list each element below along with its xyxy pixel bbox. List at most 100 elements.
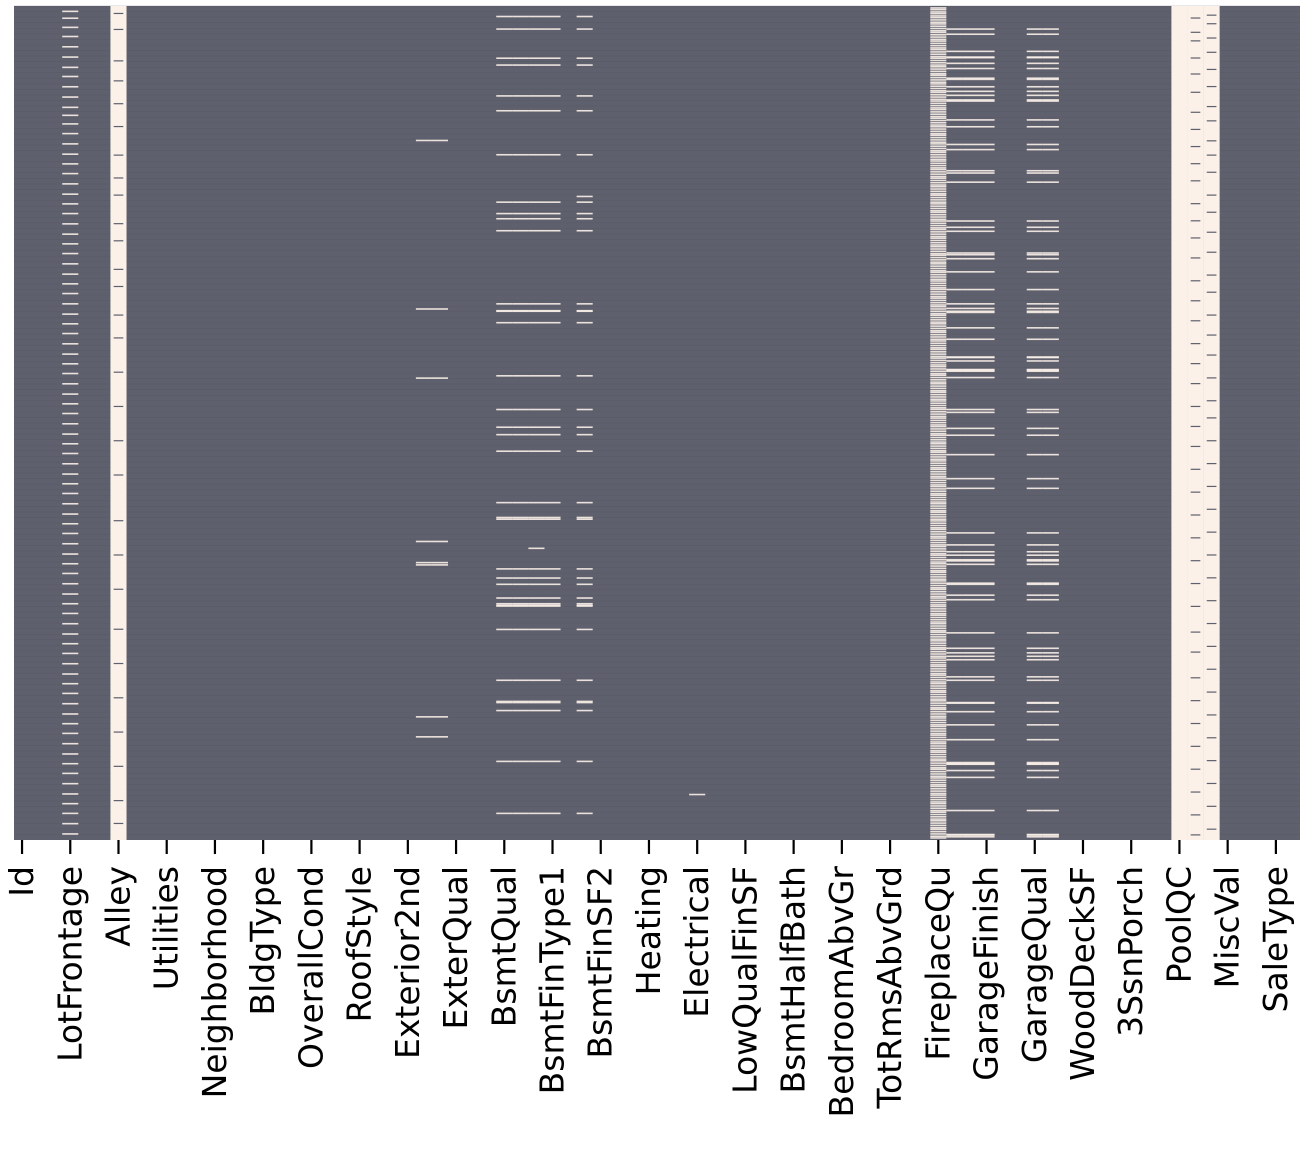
missing-cell: [930, 121, 947, 124]
present-cell: [1190, 280, 1201, 282]
missing-cell: [930, 108, 947, 111]
missing-cell: [1042, 99, 1059, 101]
missing-cell: [930, 488, 947, 490]
missing-cell: [1042, 62, 1059, 65]
missing-cell: [62, 713, 79, 715]
missing-cell: [528, 229, 545, 232]
missing-cell: [930, 85, 947, 88]
missing-cell: [62, 602, 79, 605]
missing-cell: [930, 784, 947, 786]
missing-cell: [930, 732, 947, 735]
missing-cell: [930, 55, 947, 58]
missing-cell: [576, 812, 593, 815]
present-cell: [113, 285, 124, 288]
missing-cell: [978, 181, 995, 183]
present-cell: [113, 371, 124, 373]
missing-cell: [512, 568, 529, 570]
missing-cell: [930, 595, 947, 598]
missing-cell: [496, 516, 513, 519]
missing-cell: [962, 67, 979, 70]
missing-cell: [512, 700, 529, 703]
missing-cell: [930, 501, 947, 503]
missing-cell: [930, 250, 947, 253]
missing-cell: [978, 655, 995, 658]
missing-cell: [1026, 427, 1043, 430]
missing-cell: [62, 702, 79, 705]
missing-cell: [930, 468, 947, 471]
missing-cell: [930, 462, 947, 465]
missing-cell: [930, 338, 947, 341]
missing-cell: [930, 381, 947, 383]
missing-cell: [496, 709, 513, 712]
missing-cell: [1042, 67, 1059, 70]
missing-cell: [576, 303, 593, 305]
column-MasVnrArea: [431, 139, 449, 738]
missing-cell: [930, 404, 947, 407]
missing-cell: [930, 134, 947, 137]
present-cell: [1206, 622, 1217, 625]
missing-cell: [930, 391, 947, 394]
present-cell: [113, 588, 124, 590]
missing-cell: [930, 111, 947, 113]
missing-cell: [962, 77, 979, 80]
missing-cell: [946, 632, 963, 634]
column-GarageType: [946, 28, 963, 838]
missing-cell: [1042, 271, 1059, 273]
missing-cell: [930, 263, 947, 265]
missing-cell: [930, 130, 947, 133]
missing-cell: [576, 57, 593, 60]
missing-cell: [1026, 598, 1043, 601]
missing-cell: [930, 835, 947, 838]
missing-cell: [930, 794, 947, 796]
missing-cell: [930, 93, 947, 96]
column-FireplaceQu: [930, 7, 947, 839]
missing-cell: [512, 583, 529, 586]
missing-cell: [978, 169, 995, 172]
missing-cell: [1042, 647, 1059, 650]
missing-cell: [544, 64, 561, 66]
missing-cell: [962, 834, 979, 836]
missing-cell: [978, 544, 995, 546]
missing-cell: [62, 462, 79, 465]
missing-cell: [962, 738, 979, 741]
missing-cell: [1042, 652, 1059, 654]
missing-cell: [930, 40, 947, 42]
missing-cell: [930, 816, 947, 818]
missing-cell: [930, 768, 947, 771]
missing-cell: [62, 35, 79, 38]
missing-cell: [930, 228, 947, 231]
x-tick-label: Electrical: [677, 866, 716, 1018]
missing-cell: [930, 490, 947, 493]
missing-cell: [930, 167, 947, 169]
missing-cell: [512, 501, 529, 504]
missing-cell: [62, 233, 79, 235]
missing-cell: [1042, 172, 1059, 174]
missing-cell: [946, 560, 963, 562]
missing-cell: [978, 100, 995, 102]
missing-cell: [930, 173, 947, 175]
missing-cell: [930, 801, 947, 803]
missing-cell: [62, 412, 79, 415]
missing-cell: [962, 311, 979, 314]
missing-cell: [978, 33, 995, 36]
missing-cell: [930, 374, 947, 377]
missing-cell: [1042, 311, 1059, 314]
missing-cell: [930, 556, 947, 559]
missing-cell: [528, 153, 545, 156]
missing-cell: [930, 627, 947, 630]
missing-cell: [930, 295, 947, 298]
missing-cell: [62, 502, 79, 505]
missing-cell: [930, 670, 947, 672]
missing-cell: [496, 64, 513, 66]
present-cell: [113, 731, 124, 733]
missing-cell: [946, 763, 963, 766]
missing-cell: [930, 102, 947, 105]
missing-cell: [1042, 33, 1059, 36]
present-cell: [113, 314, 124, 316]
missing-cell: [930, 456, 947, 458]
present-cell: [1206, 577, 1217, 579]
missing-cell: [528, 321, 545, 324]
missing-cell: [962, 50, 979, 53]
present-cell: [113, 405, 124, 408]
missing-cell: [512, 679, 529, 682]
